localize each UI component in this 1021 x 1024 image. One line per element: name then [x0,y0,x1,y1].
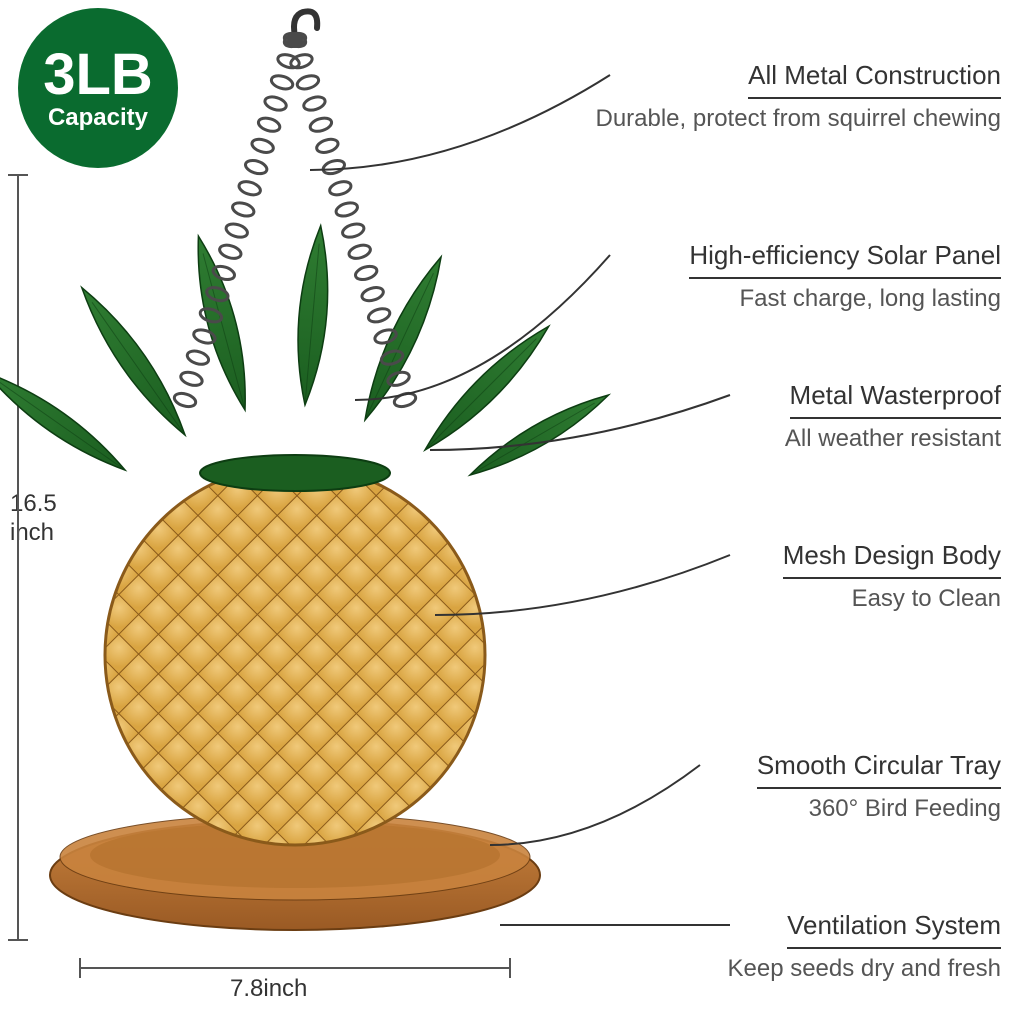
callout-title: All Metal Construction [748,60,1001,99]
capacity-label: Capacity [48,106,148,130]
scene-svg [0,0,1021,1024]
callout-subtitle: Easy to Clean [783,585,1001,613]
callout-2: Metal Wasterproof All weather resistant [785,380,1001,453]
callout-3: Mesh Design Body Easy to Clean [783,540,1001,613]
callout-subtitle: Durable, protect from squirrel chewing [595,105,1001,133]
callout-title: Mesh Design Body [783,540,1001,579]
callout-5: Ventilation System Keep seeds dry and fre… [727,910,1001,983]
callout-title: Metal Wasterproof [790,380,1001,419]
callout-title: Smooth Circular Tray [757,750,1001,789]
callout-subtitle: All weather resistant [785,425,1001,453]
callout-title: Ventilation System [787,910,1001,949]
pineapple-leaves [0,224,614,484]
height-unit: inch [10,519,54,546]
hanger-chain [173,11,418,409]
callout-title: High-efficiency Solar Panel [689,240,1001,279]
capacity-value: 3LB [43,46,153,104]
callout-leader-lines [310,75,730,925]
callout-1: High-efficiency Solar Panel Fast charge, … [689,240,1001,313]
height-dimension-label: 16.5 inch [10,490,57,548]
feeder-tray [50,814,540,930]
feeder-mesh-body [105,455,485,845]
callout-0: All Metal Construction Durable, protect f… [595,60,1001,133]
width-value: 7.8inch [230,975,307,1002]
callout-subtitle: Keep seeds dry and fresh [727,955,1001,983]
callout-4: Smooth Circular Tray 360° Bird Feeding [757,750,1001,823]
callout-subtitle: Fast charge, long lasting [689,285,1001,313]
width-dimension-label: 7.8inch [230,975,307,1004]
capacity-badge: 3LB Capacity [18,8,178,168]
callout-subtitle: 360° Bird Feeding [757,795,1001,823]
dimension-lines [8,175,510,978]
height-value: 16.5 [10,490,57,517]
